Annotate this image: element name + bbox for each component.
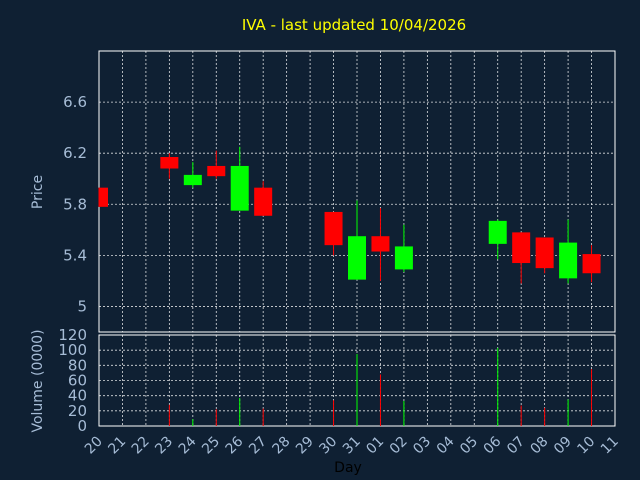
candles xyxy=(98,146,601,284)
volume-tick-label: 100 xyxy=(58,341,87,359)
candle-body xyxy=(348,236,366,280)
price-tick-label: 5 xyxy=(77,297,87,315)
price-axis-label: Price xyxy=(30,175,46,209)
x-tick-label: 30 xyxy=(316,434,340,458)
x-tick-label: 20 xyxy=(82,434,106,458)
price-tick-label: 6.6 xyxy=(63,93,87,111)
candle-body xyxy=(160,157,179,169)
x-tick-label: 03 xyxy=(410,434,434,458)
x-tick-label: 21 xyxy=(105,434,129,458)
price-y-ticks: 5 5.4 5.8 6.2 6.6 xyxy=(63,93,87,315)
x-tick-label: 25 xyxy=(199,434,223,458)
x-tick-label: 28 xyxy=(270,434,294,458)
x-tick-label: 11 xyxy=(598,434,622,458)
candle-body xyxy=(230,165,249,211)
x-tick-label: 06 xyxy=(481,433,505,457)
candle-body xyxy=(582,254,601,274)
x-tick-label: 27 xyxy=(246,434,270,458)
candle-body xyxy=(488,220,507,244)
candle-body xyxy=(371,236,390,252)
candle-body xyxy=(324,211,343,246)
volume-axis-label: Volume (0000) xyxy=(30,329,46,432)
x-tick-label: 04 xyxy=(434,433,458,457)
x-tick-label: 10 xyxy=(574,434,598,458)
x-tick-label: 31 xyxy=(340,434,364,458)
candle-body xyxy=(512,232,531,264)
price-grid xyxy=(99,51,615,332)
x-tick-label: 22 xyxy=(129,434,153,458)
volume-tick-label: 80 xyxy=(68,356,87,374)
price-tick-label: 5.4 xyxy=(63,246,87,264)
x-axis-label: Day xyxy=(334,460,362,476)
volume-tick-label: 120 xyxy=(58,326,87,344)
x-tick-label: 29 xyxy=(293,434,317,458)
candle-body xyxy=(394,246,413,270)
price-tick-label: 5.8 xyxy=(63,195,87,213)
x-ticks: 20 21 22 23 24 25 26 27 28 29 30 31 01 02 03 04 05 06 07 08… xyxy=(82,433,622,457)
volume-tick-label: 0 xyxy=(77,417,87,435)
x-tick-label: 05 xyxy=(457,434,481,458)
x-tick-label: 24 xyxy=(176,433,200,457)
candle-body xyxy=(254,187,273,216)
x-tick-label: 02 xyxy=(387,434,411,458)
x-tick-label: 08 xyxy=(528,434,552,458)
candle-body xyxy=(99,187,108,207)
price-tick-label: 6.2 xyxy=(63,144,87,162)
candle-body xyxy=(535,237,554,269)
candle-body xyxy=(183,174,202,186)
volume-tick-label: 40 xyxy=(68,387,87,405)
x-tick-label: 07 xyxy=(504,434,528,458)
x-tick-label: 01 xyxy=(363,434,387,458)
x-tick-label: 23 xyxy=(152,434,176,458)
candle-body xyxy=(559,242,578,279)
volume-bars xyxy=(168,347,593,426)
volume-tick-label: 60 xyxy=(68,372,87,390)
volume-tick-label: 20 xyxy=(68,402,87,420)
x-tick-label: 09 xyxy=(551,434,575,458)
chart-title: IVA - last updated 10/04/2026 xyxy=(242,16,466,34)
candle-body xyxy=(207,165,226,177)
x-tick-label: 26 xyxy=(223,433,247,457)
